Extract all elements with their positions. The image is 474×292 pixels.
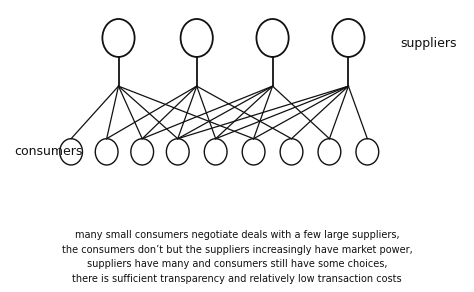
Text: consumers: consumers: [14, 145, 82, 158]
Text: many small consumers negotiate deals with a few large suppliers,
the consumers d: many small consumers negotiate deals wit…: [62, 230, 412, 284]
Text: suppliers: suppliers: [401, 37, 457, 50]
